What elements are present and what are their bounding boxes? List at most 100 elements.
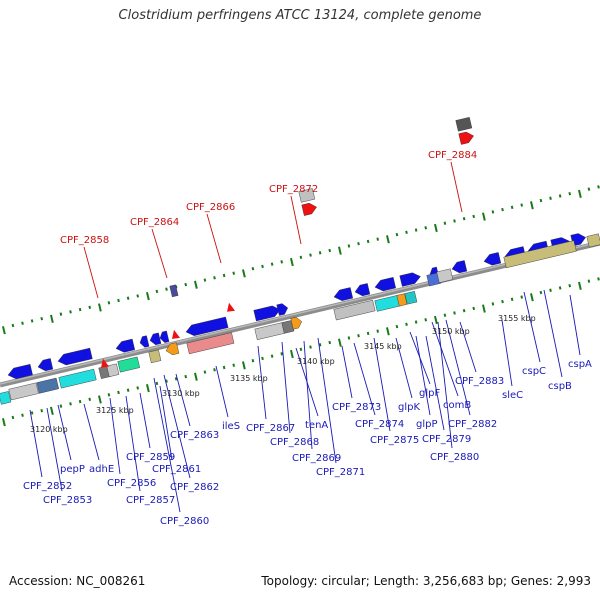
- gene-block: [436, 268, 454, 283]
- inner-tick-dot: [98, 395, 102, 404]
- inner-tick-dot: [107, 393, 111, 397]
- outer-tick-dot: [587, 187, 591, 191]
- inner-tick-dot: [510, 297, 514, 302]
- outer-tick-dot: [232, 271, 236, 275]
- forward-gene: [159, 330, 170, 343]
- outer-tick-dot: [1, 326, 6, 335]
- forward-gene: [37, 358, 54, 372]
- outer-tick-dot: [30, 319, 34, 323]
- gene-block: [0, 391, 12, 405]
- inner-tick-dot: [453, 311, 456, 315]
- gene-label: CPF_2862: [170, 482, 219, 493]
- gene-label-leader: [569, 294, 581, 356]
- inner-tick-dot: [558, 286, 562, 290]
- inner-tick-dot: [357, 334, 360, 338]
- gene-block: [586, 233, 600, 248]
- scale-tick-label: 3120 kbp: [30, 425, 68, 434]
- inner-tick-dot: [30, 411, 34, 415]
- outer-tick-dot: [165, 287, 168, 291]
- gene-label: CPF_2853: [43, 495, 92, 506]
- gene-label: CPF_2867: [246, 423, 295, 434]
- forward-gene: [139, 335, 150, 348]
- gene-label-leader: [153, 377, 181, 513]
- gene-label-leader: [445, 319, 471, 416]
- outer-tick-dot: [145, 291, 150, 301]
- outer-tick-dot: [117, 298, 120, 303]
- gene-label-leader: [317, 337, 337, 464]
- outer-tick-dot: [11, 323, 15, 328]
- outer-tick-dot: [481, 212, 486, 221]
- gene-label: CPF_2879: [422, 434, 471, 445]
- inner-tick-dot: [434, 315, 438, 325]
- gene-label-leader: [459, 321, 477, 373]
- gene-label: CPF_2856: [107, 478, 156, 489]
- forward-gene: [185, 316, 229, 336]
- inner-tick-dot: [347, 336, 351, 340]
- outer-tick-dot: [386, 235, 390, 244]
- outer-tick-dot: [376, 237, 380, 241]
- outer-tick-dot: [530, 201, 534, 210]
- gene-label: CPF_2859: [126, 452, 175, 463]
- gene-label: glpP: [416, 419, 438, 430]
- gene-label: CPF_2883: [455, 376, 504, 387]
- inner-tick-dot: [520, 295, 524, 299]
- red-marker: [101, 358, 109, 368]
- outer-tick-dot: [366, 239, 370, 244]
- forward-gene: [7, 363, 33, 380]
- gene-label: CPF_2869: [292, 453, 341, 464]
- gene-label-leader: [57, 404, 72, 461]
- inner-tick-dot: [213, 368, 216, 372]
- scale-tick-label: 3125 kbp: [96, 406, 134, 415]
- forward-gene: [333, 287, 354, 301]
- scale-tick-label: 3145 kbp: [364, 342, 402, 351]
- gene-block: [36, 377, 59, 394]
- gene-label-leader: [395, 337, 413, 399]
- outer-tick-dot: [280, 260, 284, 264]
- outer-tick-dot: [251, 266, 255, 271]
- inner-tick-dot: [69, 402, 72, 406]
- topology-text: Topology: circular; Length: 3,256,683 bp…: [261, 574, 591, 588]
- forward-gene: [399, 272, 421, 287]
- gene-label-leader: [415, 335, 431, 416]
- gene-label-leader: [373, 337, 391, 432]
- outer-tick-dot: [242, 269, 246, 278]
- gene-block: [503, 240, 577, 269]
- outer-tick-dot: [453, 219, 456, 223]
- inner-tick-dot: [222, 365, 226, 370]
- outer-tick-dot: [347, 244, 351, 248]
- inner-tick-dot: [462, 309, 466, 313]
- forward-gene: [115, 338, 136, 353]
- inner-tick-dot: [549, 288, 552, 292]
- gene-label-leader: [437, 321, 453, 449]
- inner-tick-dot: [203, 370, 207, 374]
- red-gene-label: CPF_2858: [60, 235, 109, 246]
- outer-tick-dot: [568, 192, 572, 196]
- outer-tick-dot: [510, 205, 514, 210]
- outer-tick-dot: [443, 221, 447, 225]
- outer-tick-dot: [520, 203, 524, 207]
- inner-tick-dot: [49, 406, 54, 415]
- outer-tick-dot: [222, 273, 226, 278]
- inner-tick-dot: [251, 358, 255, 363]
- gene-label-leader: [257, 345, 267, 420]
- red-gene-label-leader: [206, 213, 222, 264]
- red-gene-label: CPF_2864: [130, 217, 179, 228]
- inner-tick-dot: [530, 293, 534, 302]
- inner-tick-dot: [366, 331, 370, 336]
- inner-tick-dot: [578, 281, 582, 290]
- outer-tick-dot: [270, 262, 274, 266]
- gene-label: pepP: [60, 464, 85, 475]
- inner-tick-dot: [395, 324, 399, 329]
- gene-block: [455, 117, 473, 132]
- scale-tick-label: 3135 kbp: [230, 374, 268, 383]
- outer-tick-dot: [434, 223, 438, 233]
- gene-label-leader: [501, 319, 513, 387]
- inner-tick-dot: [270, 354, 274, 358]
- inner-tick-dot: [261, 356, 264, 361]
- gene-block: [58, 368, 97, 389]
- gene-label: CPF_2863: [170, 430, 219, 441]
- outer-tick-dot: [424, 226, 428, 230]
- gene-block: [426, 272, 442, 287]
- inner-tick-dot: [443, 313, 447, 317]
